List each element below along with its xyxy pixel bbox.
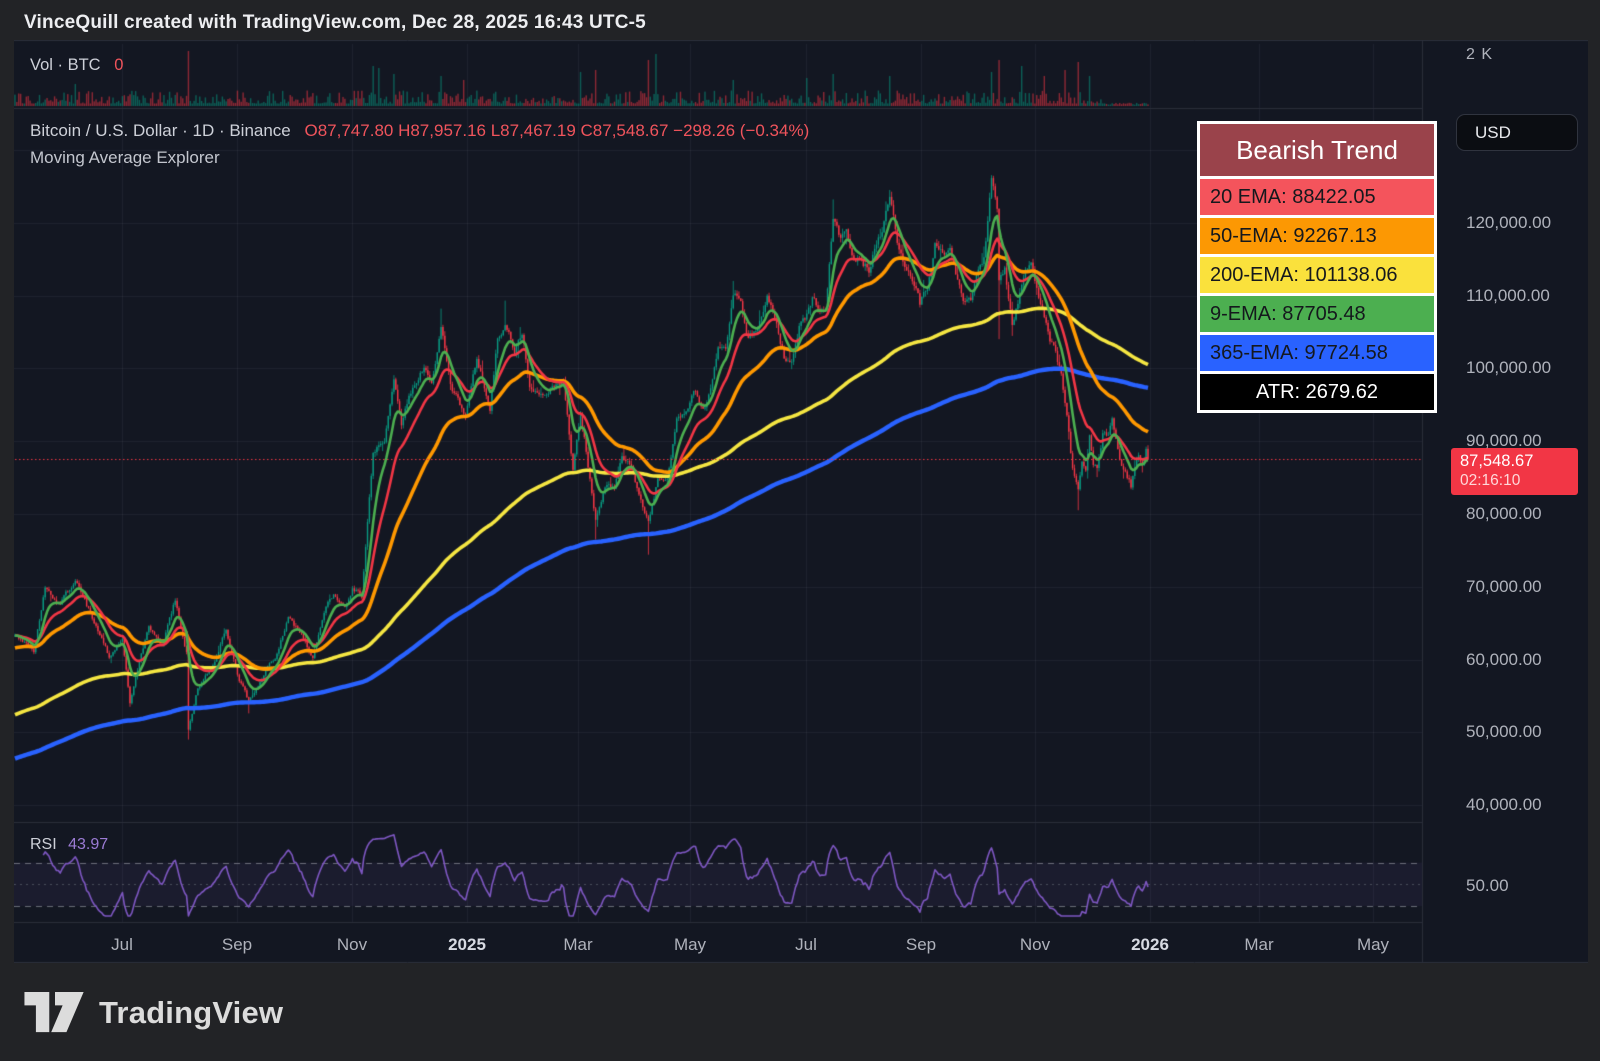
time-tick: May [1356,935,1390,954]
time-tick: Sep [905,935,937,954]
currency-button[interactable]: USD [1456,114,1578,151]
time-tick: Nov [336,935,368,954]
bar-countdown: 02:16:10 [1460,471,1521,489]
page-title: VinceQuill created with TradingView.com,… [24,12,646,33]
price-tick: 50,000.00 [1466,722,1542,742]
price-tick: 70,000.00 [1466,576,1542,596]
legend-row-ema200: 200-EMA: 101138.06 [1200,257,1434,293]
time-tick: Mar [1244,935,1274,954]
time-tick: 2026 [1131,935,1169,954]
volume-value: 0 [114,56,124,74]
price-tick: 80,000.00 [1466,503,1542,523]
volume-label: Vol · BTC [30,56,101,74]
time-tick: May [673,935,707,954]
legend-row-ema365: 365-EMA: 97724.58 [1200,335,1434,371]
price-tick: 120,000.00 [1466,212,1552,232]
time-tick: 2025 [448,935,486,954]
legend-row-ema9: 9-EMA: 87705.48 [1200,296,1434,332]
symbol-name: Bitcoin / U.S. Dollar · 1D · Binance [30,121,291,140]
price-tick: 60,000.00 [1466,649,1542,669]
symbol-legend: Bitcoin / U.S. Dollar · 1D · Binance O87… [30,121,809,141]
time-tick: Jul [111,935,133,954]
time-tick: Jul [795,935,817,954]
trend-callout-box: Bearish Trend 20 EMA: 88422.05 50-EMA: 92… [1197,121,1437,413]
time-tick: Mar [563,935,593,954]
price-tick: 40,000.00 [1466,795,1542,815]
rsi-value: 43.97 [68,836,109,853]
tradingview-wordmark[interactable]: TradingView [99,995,284,1030]
time-tick: Sep [221,935,253,954]
last-price-value: 87,548.67 [1460,451,1534,470]
time-tick: Nov [1019,935,1051,954]
legend-row-ema50: 50-EMA: 92267.13 [1200,218,1434,254]
legend-row-ema20: 20 EMA: 88422.05 [1200,179,1434,215]
indicator-legend: Moving Average Explorer [30,148,220,167]
trend-callout-title: Bearish Trend [1200,124,1434,176]
volume-legend: Vol · BTC 0 [30,56,123,75]
price-tick: 110,000.00 [1466,285,1550,305]
rsi-axis-tick: 50.00 [1466,876,1509,895]
rsi-label: RSI [30,836,57,853]
tradingview-logo-icon[interactable] [24,992,86,1034]
legend-row-atr: ATR: 2679.62 [1200,374,1434,410]
price-tick: 100,000.00 [1466,358,1552,378]
price-tick: 90,000.00 [1466,431,1542,451]
rsi-legend: RSI 43.97 [30,836,108,854]
last-price-label: 87,548.67 02:16:10 [1451,447,1578,495]
footer: TradingView [24,992,283,1034]
volume-axis-tick: 2 K [1466,46,1494,63]
ohlc-values: O87,747.80 H87,957.16 L87,467.19 C87,548… [304,121,810,140]
price-axis[interactable]: 2 K 50.00 87,548.67 02:16:10 120,000.00 1… [1422,40,1588,963]
time-axis[interactable]: Jul Sep Nov 2025 Mar May Jul Sep Nov 2026 Mar May [14,924,1588,962]
